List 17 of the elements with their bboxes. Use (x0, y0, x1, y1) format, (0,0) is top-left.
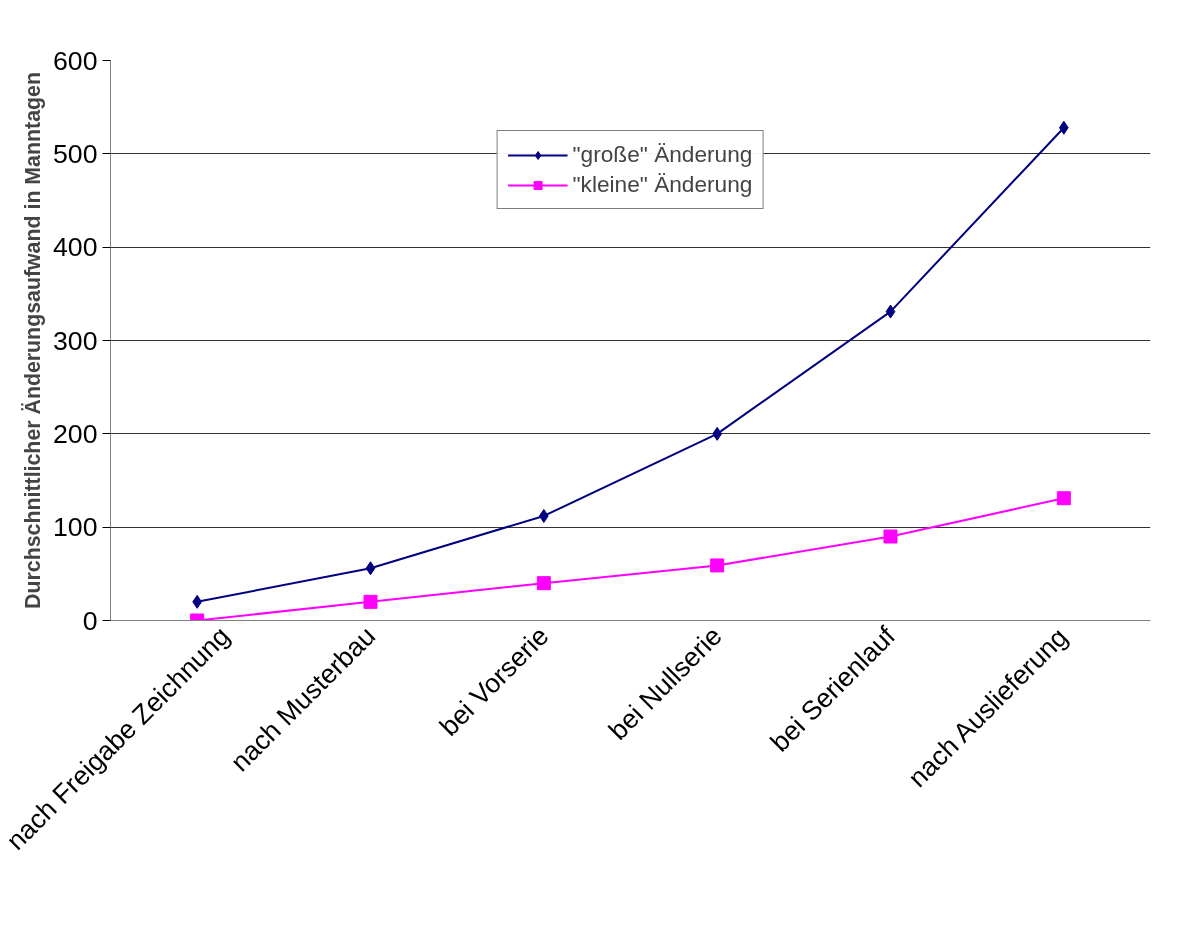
point (365, 561, 376, 576)
y-tick-label: 0 (82, 605, 98, 636)
y-axis-title: Durchschnittlicher Änderungsaufwand in Manntagen (21, 72, 46, 609)
y-tick-label: 400 (53, 232, 98, 263)
point (363, 594, 378, 609)
y-tick-label: 100 (53, 512, 98, 543)
y-tick-label: 600 (53, 45, 98, 76)
point (710, 558, 725, 573)
point (885, 304, 896, 319)
y-tick-label: 300 (53, 325, 98, 356)
point (883, 529, 898, 544)
point (536, 576, 551, 591)
y-tick-label: 500 (53, 138, 98, 169)
legend-label: "kleine" Änderung (572, 171, 753, 198)
legend-label: "große" Änderung (572, 141, 753, 168)
y-tick-label: 200 (53, 418, 98, 449)
point (1056, 491, 1071, 506)
